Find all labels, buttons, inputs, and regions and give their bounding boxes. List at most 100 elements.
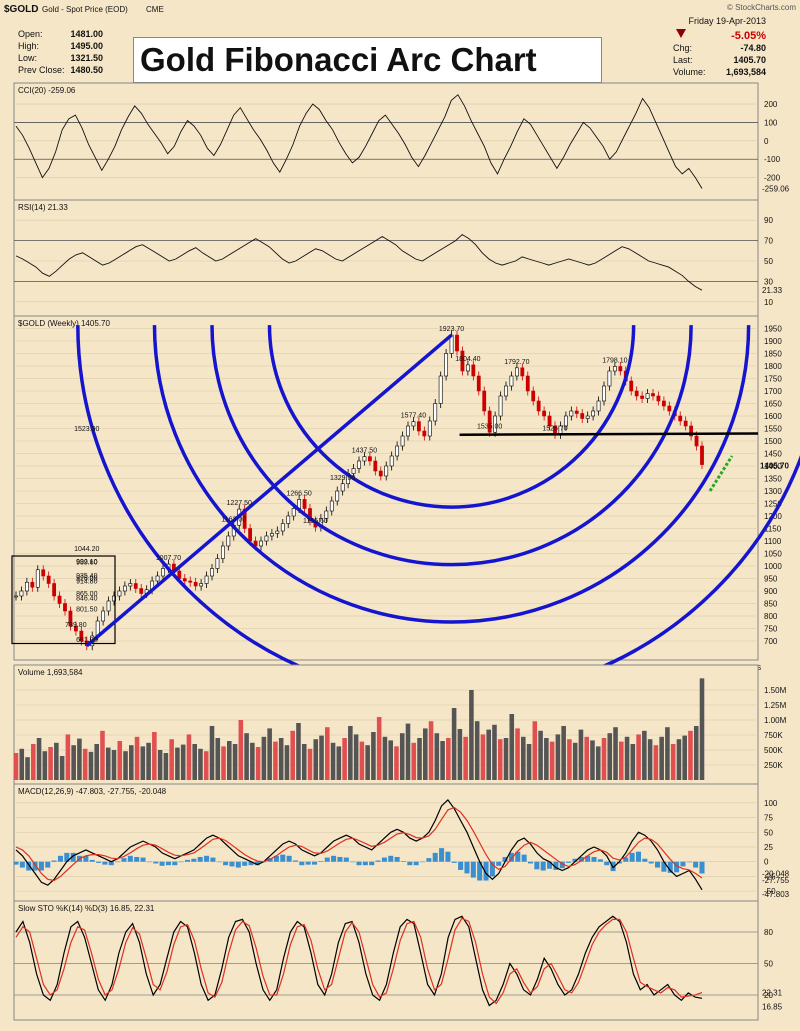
candle-body bbox=[618, 366, 623, 372]
histogram-bar bbox=[159, 861, 165, 866]
volume-bar bbox=[624, 736, 630, 780]
histogram-bar bbox=[635, 851, 641, 862]
candle-body bbox=[324, 510, 329, 519]
histogram-bar bbox=[115, 861, 121, 863]
y-tick-label: 0 bbox=[764, 858, 769, 867]
volume-bar bbox=[388, 740, 393, 780]
price-label: 739.80 bbox=[65, 622, 87, 629]
y-tick-label: -25 bbox=[764, 872, 776, 881]
candle-body bbox=[193, 581, 198, 587]
volume-bar bbox=[693, 726, 699, 780]
y-tick-label: 200 bbox=[764, 100, 778, 109]
volume-bar bbox=[492, 724, 497, 780]
histogram-bar bbox=[286, 855, 292, 862]
histogram-bar bbox=[508, 852, 514, 862]
candle-body bbox=[661, 400, 666, 407]
volume-bar bbox=[647, 739, 653, 780]
y-tick-label: 80 bbox=[764, 928, 773, 937]
histogram-bar bbox=[178, 861, 184, 863]
panel-price: 1950 1900 1850 1800 1750 1700 1650 1600 1550 1500… bbox=[11, 315, 800, 700]
candle-body bbox=[35, 569, 40, 588]
stat-label: Chg: bbox=[673, 43, 692, 53]
histogram-bar bbox=[483, 861, 489, 881]
volume-bar bbox=[215, 738, 221, 780]
volume-bar bbox=[359, 741, 365, 780]
histogram-bar bbox=[553, 861, 559, 870]
volume-bar bbox=[532, 721, 538, 780]
price-stats: Chg: -74.80 Last: 1405.70 Volume: 1,693,584 bbox=[673, 43, 766, 77]
volume-bar bbox=[77, 738, 82, 780]
watermark: © StockCharts.com bbox=[727, 3, 796, 12]
price-label: 935.40 bbox=[76, 573, 98, 580]
volume-bar bbox=[376, 717, 382, 780]
candle-body bbox=[514, 367, 519, 377]
y-tick-label: 1850 bbox=[764, 350, 782, 359]
volume-bar bbox=[88, 751, 94, 780]
y-tick-label: 1750 bbox=[764, 375, 782, 384]
candle-body bbox=[57, 595, 62, 604]
volume-bar bbox=[65, 734, 71, 780]
last-value-label: -259.06 bbox=[762, 184, 790, 193]
histogram-bar bbox=[153, 861, 159, 864]
stochastic-series-line bbox=[15, 917, 703, 1005]
candle-body bbox=[226, 535, 231, 547]
y-tick-label: 1600 bbox=[764, 412, 782, 421]
candle-body bbox=[547, 415, 552, 427]
candle-body bbox=[416, 421, 421, 432]
histogram-bar bbox=[597, 859, 603, 862]
y-tick-label: 1950 bbox=[764, 325, 782, 334]
candle-body bbox=[133, 583, 138, 589]
candle-body bbox=[536, 400, 541, 412]
stat-label: Last: bbox=[673, 55, 693, 65]
volume-bar bbox=[330, 742, 336, 780]
volume-bar bbox=[555, 734, 561, 780]
volume-bar bbox=[290, 730, 295, 780]
histogram-bar bbox=[305, 861, 311, 865]
histogram-bar bbox=[343, 857, 349, 862]
volume-bar bbox=[526, 744, 532, 780]
price-label: 1437.50 bbox=[352, 448, 377, 455]
panel-rsi: 90 70 50 30 10 RSI(14) 21.33 21.33 bbox=[13, 199, 783, 317]
histogram-bar bbox=[464, 861, 470, 874]
candle-body bbox=[498, 395, 503, 417]
candle-body bbox=[449, 334, 454, 354]
candle-body bbox=[280, 523, 285, 532]
panel-title: $GOLD (Weekly) 1405.70 bbox=[18, 319, 110, 328]
stat-value: 1,693,584 bbox=[726, 67, 766, 77]
y-tick-label: 750K bbox=[764, 731, 783, 740]
price-label: 1923.70 bbox=[439, 326, 464, 333]
candle-body bbox=[482, 390, 487, 412]
panel-macd: 100 75 50 25 0 -25 -50 MACD(12,26,9) -47.803, -… bbox=[13, 783, 790, 902]
y-tick-label: 100 bbox=[764, 118, 778, 127]
candle-body bbox=[542, 410, 547, 417]
histogram-bar bbox=[369, 861, 375, 866]
histogram-bar bbox=[572, 858, 578, 862]
histogram-bar bbox=[127, 855, 133, 862]
candle-body bbox=[683, 420, 688, 427]
candle-body bbox=[629, 380, 634, 392]
histogram-bar bbox=[96, 861, 102, 863]
y-tick-label: 500K bbox=[764, 746, 783, 755]
histogram-bar bbox=[362, 861, 368, 866]
volume-bar bbox=[117, 741, 123, 780]
candle-body bbox=[689, 425, 694, 437]
price-label: 1798.10 bbox=[602, 357, 627, 364]
candle-body bbox=[351, 468, 356, 474]
candle-body bbox=[444, 353, 449, 377]
volume-bar bbox=[457, 729, 463, 780]
price-label: 1155.60 bbox=[303, 518, 328, 525]
candle-body bbox=[275, 530, 280, 534]
histogram-bar bbox=[566, 861, 572, 863]
candle-body bbox=[422, 430, 427, 437]
histogram-bar bbox=[324, 857, 330, 862]
histogram-bar bbox=[540, 861, 546, 871]
fibonacci-arc bbox=[210, 325, 693, 567]
histogram-bar bbox=[661, 861, 667, 872]
ohlc-value: 1495.00 bbox=[70, 41, 103, 51]
histogram-bar bbox=[242, 861, 248, 866]
histogram-bar bbox=[432, 852, 438, 862]
volume-bar bbox=[301, 744, 307, 780]
volume-bar bbox=[250, 742, 255, 780]
candle-body bbox=[694, 435, 699, 447]
histogram-bar bbox=[604, 861, 610, 866]
